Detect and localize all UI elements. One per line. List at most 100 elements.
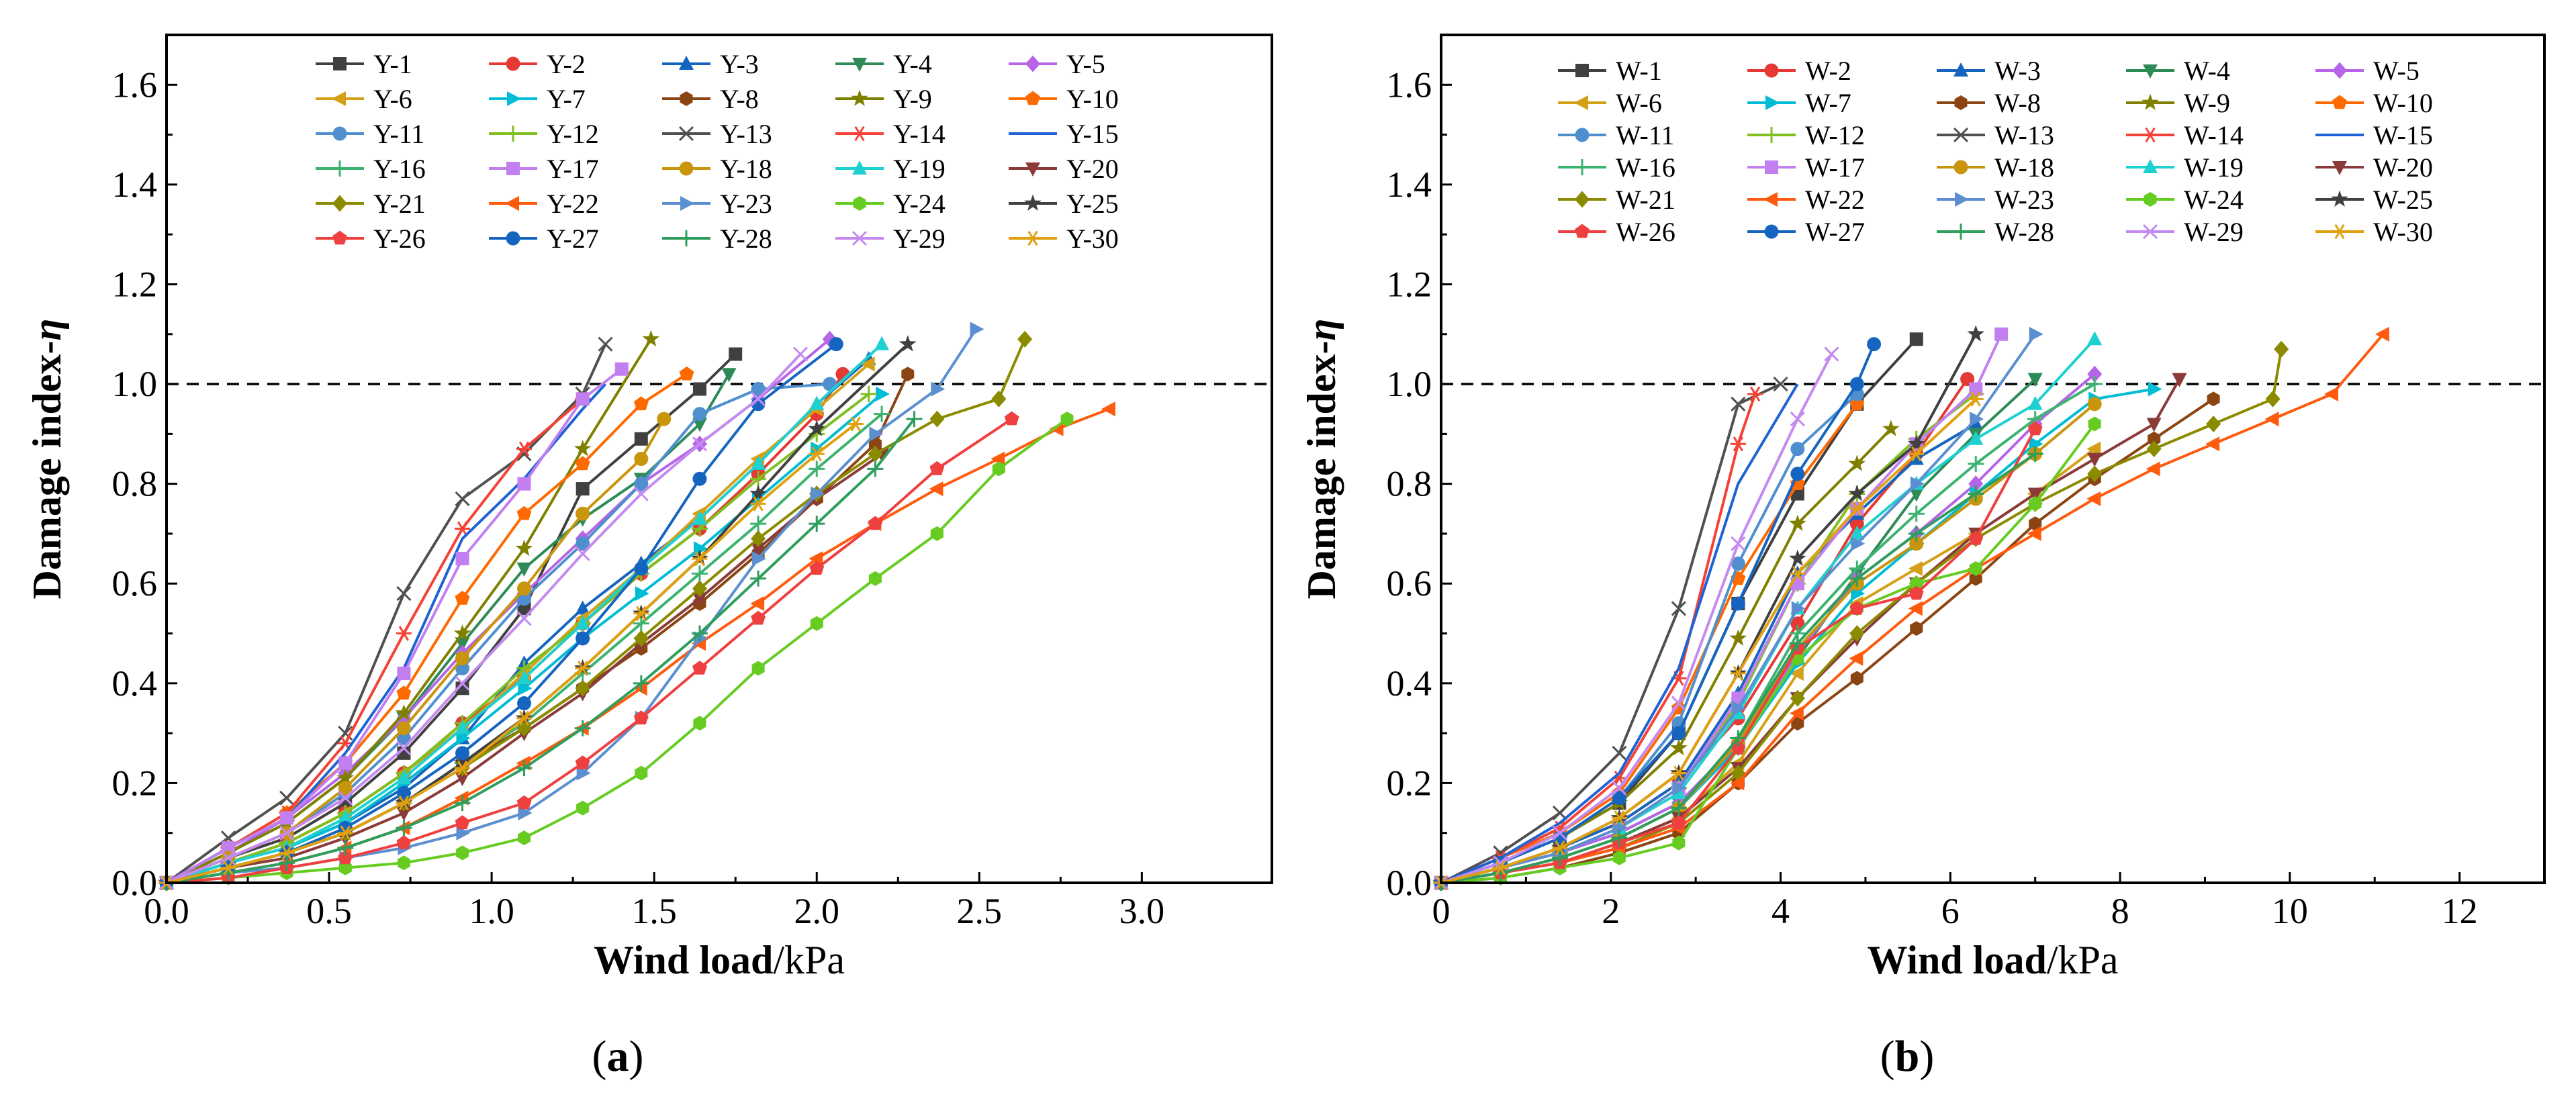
data-point xyxy=(633,681,647,696)
data-point xyxy=(2172,373,2187,387)
x-axis-label: Wind load/kPa xyxy=(594,938,845,982)
legend-swatch-marker xyxy=(332,160,348,177)
data-point xyxy=(1968,485,1984,502)
data-point xyxy=(751,391,766,407)
legend-swatch-marker xyxy=(1763,127,1780,143)
data-point xyxy=(455,772,470,786)
legend-swatch-marker xyxy=(2332,224,2348,240)
data-point xyxy=(929,481,944,497)
data-point xyxy=(575,755,590,769)
data-point xyxy=(516,611,532,626)
x-tick-label: 1.5 xyxy=(631,891,677,931)
data-point xyxy=(1670,800,1687,816)
data-point xyxy=(2146,418,2162,432)
data-point xyxy=(1968,455,1984,472)
x-tick-label: 2 xyxy=(1602,891,1620,931)
legend-swatch-marker xyxy=(332,230,347,245)
series-line xyxy=(1440,422,1977,884)
series-W-19 xyxy=(1434,331,2103,889)
data-point xyxy=(2029,496,2042,512)
legend-swatch-marker xyxy=(679,161,694,176)
series-W-28 xyxy=(1433,446,2043,891)
legend-label: W-29 xyxy=(2184,217,2244,247)
data-point xyxy=(1611,810,1627,826)
data-point xyxy=(220,860,236,875)
data-point xyxy=(397,666,411,680)
legend-label: Y-28 xyxy=(720,224,772,254)
legend-swatch-marker xyxy=(2332,95,2347,109)
data-point xyxy=(395,704,413,721)
data-point xyxy=(1552,840,1568,856)
series-line xyxy=(1440,397,1977,884)
legend-item-Y-15: Y-15 xyxy=(1009,119,1119,149)
legend-swatch-marker xyxy=(1574,159,1590,175)
legend-label: Y-22 xyxy=(547,189,599,219)
series-Y-26 xyxy=(159,411,1019,890)
legend-item-W-1: W-1 xyxy=(1558,56,1662,86)
data-point xyxy=(573,440,592,457)
legend: W-1 W-2 W-3 W-4 W-5W-6 W-7 W-8 W-9 W-10W-11 W-12 W… xyxy=(1558,56,2433,247)
data-point xyxy=(2027,526,2041,541)
data-point xyxy=(1849,501,1865,516)
legend-label: W-17 xyxy=(1805,152,1865,183)
data-point xyxy=(221,841,235,855)
data-point xyxy=(1731,596,1745,611)
legend-item-Y-5: Y-5 xyxy=(1009,49,1105,79)
data-point xyxy=(2027,421,2043,436)
data-point xyxy=(991,390,1007,408)
data-point xyxy=(1908,446,1925,462)
data-point xyxy=(642,330,660,347)
legend-label: Y-8 xyxy=(720,84,759,114)
data-point xyxy=(575,661,591,676)
data-point xyxy=(280,811,294,825)
legend-swatch-marker xyxy=(1575,191,1590,208)
legend-swatch-marker xyxy=(1575,224,1590,238)
y-axis-label-symbol: η xyxy=(25,319,69,341)
series-W-21 xyxy=(1434,340,2289,892)
data-point xyxy=(456,845,469,861)
data-point xyxy=(455,746,470,761)
data-point xyxy=(2146,461,2160,477)
legend-item-Y-9: Y-9 xyxy=(835,84,932,114)
data-point xyxy=(2087,365,2103,383)
legend-label: W-2 xyxy=(1805,56,1851,86)
legend-label: W-26 xyxy=(1616,217,1675,247)
data-point xyxy=(691,565,708,582)
data-point xyxy=(1612,780,1627,796)
legend-item-Y-2: Y-2 xyxy=(489,49,586,79)
x-tick-label: 0.0 xyxy=(144,891,189,931)
data-point xyxy=(517,602,531,616)
data-point xyxy=(455,760,471,776)
data-point xyxy=(576,482,590,496)
data-point xyxy=(1789,666,1804,681)
legend-label: W-28 xyxy=(1994,217,2054,247)
data-point xyxy=(1790,566,1806,581)
data-point xyxy=(750,496,766,512)
data-point xyxy=(752,551,767,567)
data-point xyxy=(2324,386,2338,401)
data-point xyxy=(2086,441,2101,457)
data-point xyxy=(2027,373,2043,387)
legend-label: Y-4 xyxy=(893,49,932,79)
data-point xyxy=(692,436,708,452)
legend-label: W-10 xyxy=(2373,88,2433,118)
data-point xyxy=(2087,452,2103,467)
data-point xyxy=(1612,850,1626,865)
legend-item-Y-29: Y-29 xyxy=(835,224,946,254)
data-point xyxy=(1969,382,1983,396)
legend-swatch-marker xyxy=(1953,224,1969,240)
legend-label: Y-1 xyxy=(373,49,412,79)
data-point xyxy=(2148,381,2162,397)
legend-swatch-marker xyxy=(852,230,868,246)
x-axis-label-main: Wind load xyxy=(594,938,773,982)
data-point xyxy=(635,586,649,602)
data-point xyxy=(1849,600,1865,615)
legend-item-W-7: W-7 xyxy=(1747,88,1851,118)
x-tick-label: 4 xyxy=(1772,891,1790,931)
legend-item-Y-30: Y-30 xyxy=(1009,224,1119,254)
data-point xyxy=(2086,376,2103,393)
data-point xyxy=(692,471,707,486)
data-point xyxy=(1908,525,1925,542)
data-point xyxy=(1851,536,1866,551)
legend-item-W-13: W-13 xyxy=(1937,120,2054,150)
